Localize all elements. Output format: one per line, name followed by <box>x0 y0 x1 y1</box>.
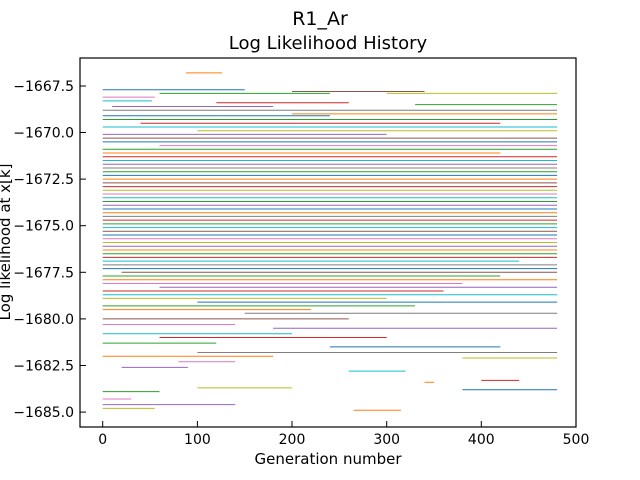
y-tick-label: −1670.0 <box>13 126 74 142</box>
x-tick-label: 300 <box>373 432 400 448</box>
y-axis-label: Log likelihood at x[k] <box>0 164 14 321</box>
y-tick-label: −1672.5 <box>13 172 74 188</box>
y-tick-label: −1677.5 <box>13 265 74 281</box>
axes-title: Log Likelihood History <box>229 33 428 54</box>
y-tick-label: −1685.0 <box>13 405 74 421</box>
y-tick-label: −1667.5 <box>13 79 74 95</box>
trace-lines <box>102 72 558 411</box>
x-tick-label: 500 <box>563 432 590 448</box>
figure-suptitle: R1_Ar <box>292 8 348 30</box>
x-tick-label: 100 <box>184 432 211 448</box>
plot-frame <box>79 57 577 428</box>
y-tick-label: −1682.5 <box>13 359 74 375</box>
y-tick-label: −1675.0 <box>13 219 74 235</box>
x-tick-label: 0 <box>98 432 107 448</box>
x-tick-label: 200 <box>279 432 306 448</box>
x-axis-label: Generation number <box>255 450 403 468</box>
axis-ticks: 0 100 200 300 400 500 −1667.5 −1670.0 −1672.5 −16… <box>13 79 589 448</box>
y-tick-label: −1680.0 <box>13 312 74 328</box>
x-tick-label: 400 <box>468 432 495 448</box>
